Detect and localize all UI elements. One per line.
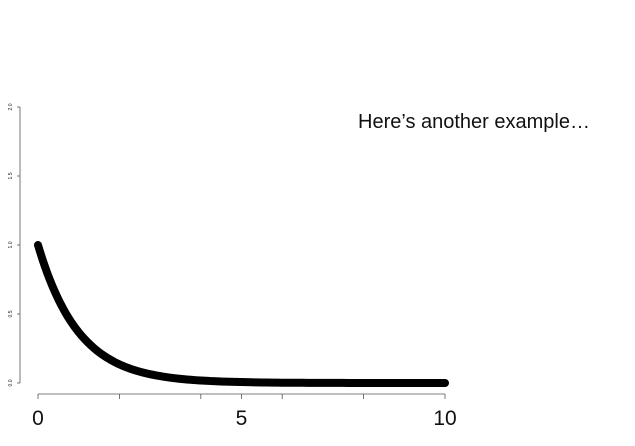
annotation-text: Here’s another example… [358, 111, 590, 133]
x-tick-label: 5 [236, 407, 248, 430]
y-tick-label: 1.5 [8, 172, 14, 179]
series-line [34, 241, 449, 387]
y-tick-label: 0.5 [8, 310, 14, 317]
x-axis-ticks: 0 5 10 [32, 394, 457, 430]
x-tick-label: 0 [32, 407, 44, 430]
y-tick-label: 1.0 [8, 241, 14, 248]
y-tick-label: 0.0 [8, 379, 14, 386]
y-axis-ticks: 0.0 0.5 1.0 1.5 2.0 [8, 103, 20, 386]
x-tick-label: 10 [433, 407, 456, 430]
y-tick-label: 2.0 [8, 103, 14, 110]
